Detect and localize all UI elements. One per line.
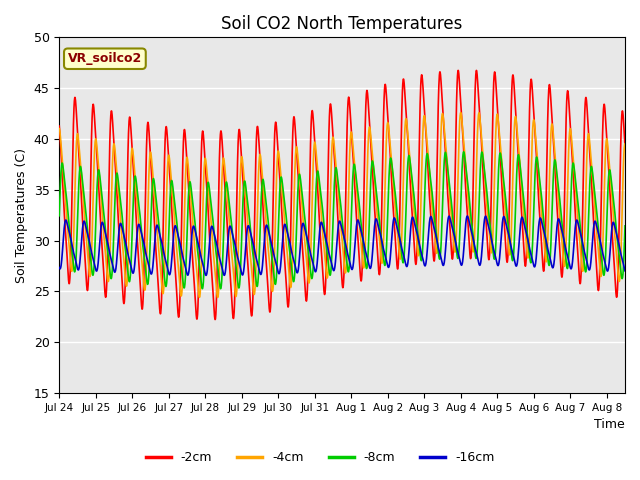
Text: VR_soilco2: VR_soilco2	[68, 52, 142, 65]
Title: Soil CO2 North Temperatures: Soil CO2 North Temperatures	[221, 15, 463, 33]
Y-axis label: Soil Temperatures (C): Soil Temperatures (C)	[15, 148, 28, 283]
Legend: -2cm, -4cm, -8cm, -16cm: -2cm, -4cm, -8cm, -16cm	[141, 446, 499, 469]
X-axis label: Time: Time	[595, 419, 625, 432]
